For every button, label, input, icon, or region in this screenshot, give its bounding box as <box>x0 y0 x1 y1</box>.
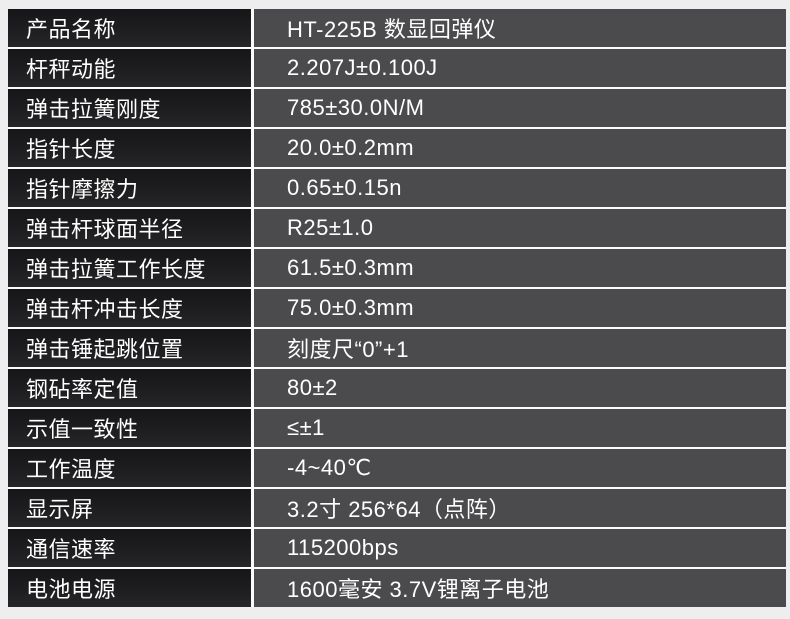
spec-value: 20.0±0.2mm <box>254 129 786 167</box>
spec-row-product-name: 产品名称 HT-225B 数显回弹仪 <box>8 9 786 47</box>
spec-row-pointer-friction: 指针摩擦力 0.65±0.15n <box>8 169 786 207</box>
spec-value: 刻度尺“0”+1 <box>254 329 786 367</box>
spec-label: 通信速率 <box>8 529 251 567</box>
spec-label: 弹击杆冲击长度 <box>8 289 251 327</box>
spec-value: -4~40℃ <box>254 449 786 487</box>
spec-value: 80±2 <box>254 369 786 407</box>
spec-label: 显示屏 <box>8 489 251 527</box>
spec-row-anvil-rating: 钢砧率定值 80±2 <box>8 369 786 407</box>
spec-label: 钢砧率定值 <box>8 369 251 407</box>
spec-row-display: 显示屏 3.2寸 256*64（点阵） <box>8 489 786 527</box>
spec-value: R25±1.0 <box>254 209 786 247</box>
spec-label: 工作温度 <box>8 449 251 487</box>
spec-value: 3.2寸 256*64（点阵） <box>254 489 786 527</box>
spec-label: 电池电源 <box>8 569 251 607</box>
spec-label: 示值一致性 <box>8 409 251 447</box>
spec-row-battery: 电池电源 1600毫安 3.7V锂离子电池 <box>8 569 786 607</box>
spec-row-pointer-length: 指针长度 20.0±0.2mm <box>8 129 786 167</box>
spec-value: 0.65±0.15n <box>254 169 786 207</box>
spec-value: ≤±1 <box>254 409 786 447</box>
spec-row-comm-speed: 通信速率 115200bps <box>8 529 786 567</box>
spec-row-reading-consistency: 示值一致性 ≤±1 <box>8 409 786 447</box>
spec-label: 弹击锤起跳位置 <box>8 329 251 367</box>
spec-label: 弹击拉簧工作长度 <box>8 249 251 287</box>
spec-row-spring-stiffness: 弹击拉簧刚度 785±30.0N/M <box>8 89 786 127</box>
spec-label: 指针摩擦力 <box>8 169 251 207</box>
spec-label: 弹击拉簧刚度 <box>8 89 251 127</box>
spec-row-working-temperature: 工作温度 -4~40℃ <box>8 449 786 487</box>
spec-value: 1600毫安 3.7V锂离子电池 <box>254 569 786 607</box>
spec-label: 产品名称 <box>8 9 251 47</box>
spec-label: 弹击杆球面半径 <box>8 209 251 247</box>
spec-label: 杆秤动能 <box>8 49 251 87</box>
spec-value: 115200bps <box>254 529 786 567</box>
spec-value: 75.0±0.3mm <box>254 289 786 327</box>
spec-value: 61.5±0.3mm <box>254 249 786 287</box>
spec-value: 2.207J±0.100J <box>254 49 786 87</box>
spec-row-spring-working-length: 弹击拉簧工作长度 61.5±0.3mm <box>8 249 786 287</box>
spec-table: 产品名称 HT-225B 数显回弹仪 杆秤动能 2.207J±0.100J 弹击… <box>8 9 786 607</box>
spec-value: 785±30.0N/M <box>254 89 786 127</box>
spec-row-hammer-jump-position: 弹击锤起跳位置 刻度尺“0”+1 <box>8 329 786 367</box>
spec-label: 指针长度 <box>8 129 251 167</box>
spec-row-rod-impact-length: 弹击杆冲击长度 75.0±0.3mm <box>8 289 786 327</box>
spec-row-rod-sphere-radius: 弹击杆球面半径 R25±1.0 <box>8 209 786 247</box>
spec-value: HT-225B 数显回弹仪 <box>254 9 786 47</box>
spec-row-impact-energy: 杆秤动能 2.207J±0.100J <box>8 49 786 87</box>
